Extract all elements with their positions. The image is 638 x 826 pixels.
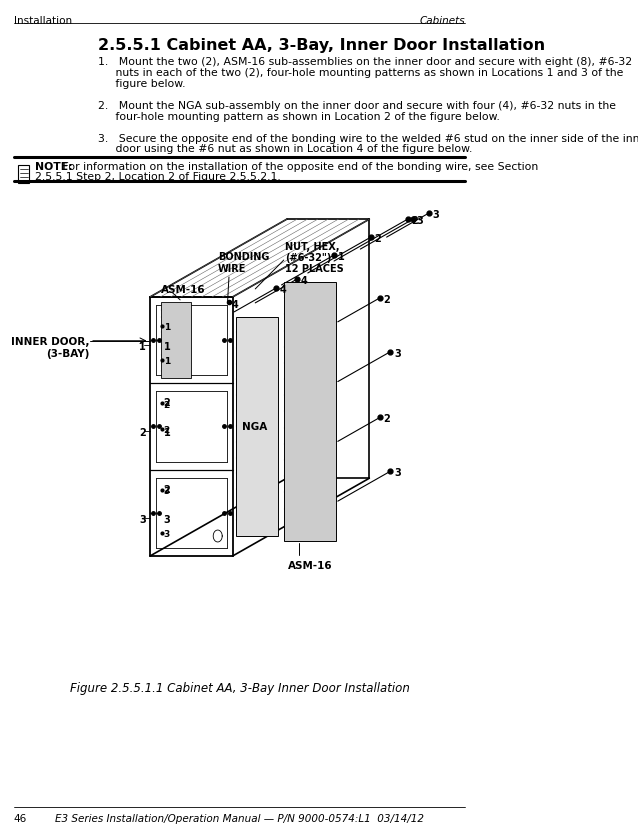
Text: 3: 3 (164, 487, 170, 496)
Text: 3: 3 (394, 468, 401, 478)
Text: NOTE:: NOTE: (35, 163, 73, 173)
Text: 3: 3 (394, 349, 401, 358)
Text: 2: 2 (164, 426, 170, 435)
Text: 2: 2 (164, 398, 170, 408)
Text: 12 PLACES: 12 PLACES (285, 264, 344, 274)
Text: 4: 4 (301, 276, 308, 286)
Text: 2: 2 (164, 485, 170, 495)
Text: For information on the installation of the opposite end of the bonding wire, see: For information on the installation of t… (59, 163, 538, 173)
Text: 1: 1 (164, 342, 170, 352)
Text: 2.5.5.1 Cabinet AA, 3-Bay, Inner Door Installation: 2.5.5.1 Cabinet AA, 3-Bay, Inner Door In… (98, 38, 545, 53)
Text: door using the #6 nut as shown in Location 4 of the figure below.: door using the #6 nut as shown in Locati… (98, 145, 472, 154)
Text: 1: 1 (338, 252, 345, 262)
Text: 3: 3 (164, 530, 170, 539)
Text: 1: 1 (164, 358, 170, 367)
Text: ASM-16: ASM-16 (161, 285, 206, 295)
Text: 2: 2 (383, 295, 390, 305)
Text: 1: 1 (164, 429, 170, 439)
Polygon shape (150, 219, 369, 297)
Text: BONDING: BONDING (218, 252, 269, 262)
Text: 3: 3 (433, 210, 439, 221)
Text: 3.   Secure the opposite end of the bonding wire to the welded #6 stud on the in: 3. Secure the opposite end of the bondin… (98, 134, 638, 144)
Text: 1.   Mount the two (2), ASM-16 sub-assemblies on the inner door and secure with : 1. Mount the two (2), ASM-16 sub-assembl… (98, 57, 632, 67)
Text: 2: 2 (412, 216, 418, 226)
Text: 2.5.5.1 Step 2, Location 2 of Figure 2.5.5.2.1.: 2.5.5.1 Step 2, Location 2 of Figure 2.5… (35, 173, 281, 183)
Text: 4: 4 (280, 285, 286, 295)
Text: four-hole mounting pattern as shown in Location 2 of the figure below.: four-hole mounting pattern as shown in L… (98, 112, 500, 121)
Bar (18, 165, 29, 183)
Text: WIRE: WIRE (218, 264, 246, 274)
Text: NGA: NGA (242, 422, 268, 433)
Text: 2: 2 (139, 429, 145, 439)
Text: ASM-16: ASM-16 (288, 561, 332, 571)
Text: 2: 2 (164, 401, 170, 410)
Text: nuts in each of the two (2), four-hole mounting patterns as shown in Locations 1: nuts in each of the two (2), four-hole m… (98, 68, 623, 78)
Text: E3 Series Installation/Operation Manual — P/N 9000-0574:L1  03/14/12: E3 Series Installation/Operation Manual … (55, 814, 424, 824)
Text: 1: 1 (164, 323, 170, 332)
Text: Installation: Installation (13, 16, 71, 26)
Text: 3: 3 (417, 216, 424, 226)
Text: 3: 3 (164, 515, 170, 525)
Text: Figure 2.5.5.1.1 Cabinet AA, 3-Bay Inner Door Installation: Figure 2.5.5.1.1 Cabinet AA, 3-Bay Inner… (70, 682, 410, 695)
Text: 46: 46 (13, 814, 27, 824)
Bar (161, 301, 191, 378)
Text: INNER DOOR,: INNER DOOR, (11, 337, 89, 347)
Text: 1: 1 (139, 342, 145, 352)
Text: 2: 2 (383, 415, 390, 425)
Text: 4: 4 (231, 300, 238, 310)
Text: 3: 3 (139, 515, 145, 525)
Text: figure below.: figure below. (98, 78, 185, 88)
Bar (237, 317, 278, 536)
Text: 2.   Mount the NGA sub-assembly on the inner door and secure with four (4), #6-3: 2. Mount the NGA sub-assembly on the inn… (98, 101, 616, 111)
Text: NUT, HEX,: NUT, HEX, (285, 242, 340, 252)
Bar (284, 282, 336, 541)
Text: (#6-32"): (#6-32") (285, 253, 332, 263)
Text: 2: 2 (375, 234, 382, 244)
Text: (3-BAY): (3-BAY) (46, 349, 89, 358)
Text: Cabinets: Cabinets (420, 16, 466, 26)
